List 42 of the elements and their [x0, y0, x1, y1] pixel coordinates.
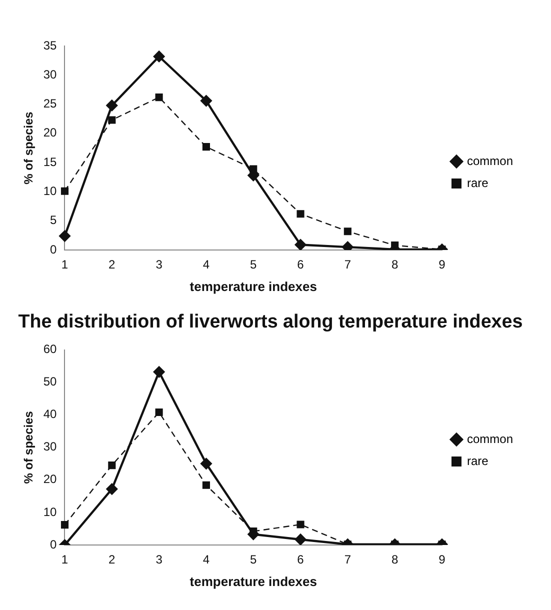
- x-tick-label: 2: [108, 552, 116, 567]
- x-tick-label: 3: [156, 552, 163, 567]
- y-tick-label: 10: [43, 184, 58, 198]
- x-tick-label: 1: [61, 552, 68, 567]
- y-tick-label: 0: [50, 537, 58, 552]
- legend-label: rare: [466, 454, 489, 468]
- y-tick-label: 25: [43, 96, 58, 111]
- x-tick-label: 3: [156, 258, 163, 272]
- y-tick-label: 30: [43, 440, 58, 454]
- x-tick-label: 5: [250, 258, 258, 272]
- x-tick-label: 9: [438, 552, 446, 567]
- y-tick-label: 35: [43, 38, 58, 52]
- y-tick-label: 30: [43, 67, 58, 82]
- y-tick-label: 40: [43, 407, 58, 422]
- y-tick-label: 50: [43, 374, 58, 389]
- y-tick-label: 0: [50, 242, 58, 256]
- x-tick-label: 7: [344, 552, 352, 567]
- x-tick-label: 6: [297, 552, 304, 567]
- x-tick-label: 8: [391, 258, 398, 272]
- y-tick-label: 15: [43, 154, 58, 169]
- x-axis-title: temperature indexes: [190, 574, 317, 589]
- legend-label: common: [466, 432, 513, 446]
- y-tick-label: 20: [43, 126, 58, 140]
- x-tick-label: 4: [202, 552, 210, 567]
- chart-title: The distribution of liverworts along temperature indexes: [18, 312, 523, 333]
- y-tick-label: 10: [43, 504, 58, 519]
- y-tick-label: 60: [43, 342, 58, 356]
- y-tick-label: 20: [43, 472, 58, 486]
- x-tick-label: 9: [438, 258, 446, 272]
- legend-label: rare: [466, 176, 489, 190]
- x-axis-title: temperature indexes: [190, 278, 317, 294]
- x-tick-label: 5: [250, 552, 258, 567]
- x-tick-label: 2: [108, 258, 116, 272]
- x-tick-label: 7: [344, 258, 352, 272]
- y-tick-label: 5: [50, 213, 58, 228]
- legend-label: common: [466, 154, 513, 168]
- x-tick-label: 6: [297, 258, 304, 272]
- y-axis-title: % of species: [22, 410, 36, 484]
- x-tick-label: 8: [391, 552, 398, 567]
- x-tick-label: 1: [61, 258, 68, 272]
- x-tick-label: 4: [202, 258, 210, 272]
- y-axis-title: % of species: [22, 111, 36, 184]
